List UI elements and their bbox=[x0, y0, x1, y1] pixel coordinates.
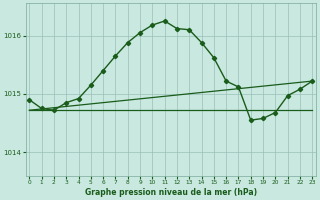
X-axis label: Graphe pression niveau de la mer (hPa): Graphe pression niveau de la mer (hPa) bbox=[85, 188, 257, 197]
